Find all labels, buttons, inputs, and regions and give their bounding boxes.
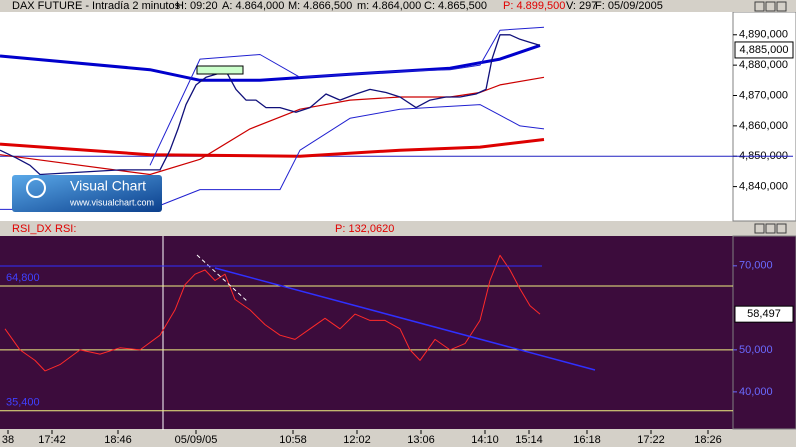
logo: Visual Chart www.visualchart.com xyxy=(12,175,162,212)
y-tick-label: 4,840,000 xyxy=(739,181,788,193)
series-line xyxy=(0,138,545,158)
rsi-header-field: P: 132,0620 xyxy=(335,223,394,235)
header-field: V: 297 xyxy=(566,0,597,12)
maximize-button[interactable] xyxy=(765,1,776,12)
header-field: P: 4.899,500 xyxy=(503,0,565,12)
rsi-panel: 40,000 50,000 70,000 64,800 35,400 58,497 xyxy=(0,254,794,412)
x-tick-label: 12:02 xyxy=(343,434,371,446)
x-tick-label: 10:58 xyxy=(279,434,307,446)
x-tick-label: 15:14 xyxy=(515,434,543,446)
x-tick-label: 38 xyxy=(2,434,14,446)
level-label: 35,400 xyxy=(6,397,40,409)
price-panel: 4,840,0004,850,0004,860,0004,870,0004,88… xyxy=(0,26,794,210)
x-tick-label: 18:26 xyxy=(694,434,722,446)
header-field: H: 09:20 xyxy=(176,0,218,12)
logo-url: www.visualchart.com xyxy=(69,197,154,207)
minimize-button[interactable] xyxy=(754,1,765,12)
highlight-box xyxy=(196,65,244,75)
last-value-label: 58,497 xyxy=(747,308,781,320)
rsi-axis-bg xyxy=(732,235,796,430)
series-line xyxy=(0,34,541,176)
x-tick-label: 18:46 xyxy=(104,434,132,446)
rsi-header-bg xyxy=(0,222,796,230)
trend-line-dashed xyxy=(196,254,249,303)
y-tick-label: 50,000 xyxy=(739,344,773,356)
y-tick-label: 40,000 xyxy=(739,386,773,398)
x-tick-label: 14:10 xyxy=(471,434,499,446)
maximize-button[interactable] xyxy=(765,223,776,234)
y-tick-label: 4,860,000 xyxy=(739,120,788,132)
last-value-box xyxy=(734,305,794,323)
x-axis-bg xyxy=(0,430,796,447)
y-tick-label: 4,870,000 xyxy=(739,89,788,101)
price-title: DAX FUTURE - Intradía 2 minutos xyxy=(12,0,181,12)
last-value-box xyxy=(734,41,794,59)
series-line xyxy=(0,76,545,176)
rsi-title: RSI_DX xyxy=(12,223,52,235)
header-field: A: 4.864,000 xyxy=(222,0,284,12)
y-tick-label: 70,000 xyxy=(739,260,773,272)
header-field: M: 4.866,500 xyxy=(288,0,352,12)
y-tick-label: 4,880,000 xyxy=(739,59,788,71)
rsi-plot-bg xyxy=(0,236,733,429)
series-line xyxy=(4,254,541,372)
x-tick-label: 16:18 xyxy=(573,434,601,446)
series-line xyxy=(0,104,545,210)
minimize-button[interactable] xyxy=(754,223,765,234)
logo-title: Visual Chart xyxy=(70,178,146,194)
x-tick-label: 17:42 xyxy=(38,434,66,446)
header-field: C: 4.865,500 xyxy=(424,0,487,12)
close-button[interactable] xyxy=(776,1,787,12)
y-tick-label: 4,890,000 xyxy=(739,29,788,41)
x-tick-label: 17:22 xyxy=(637,434,665,446)
trend-line xyxy=(214,267,596,371)
window-controls xyxy=(754,1,787,234)
header-field: m: 4.864,000 xyxy=(357,0,421,12)
logo-icon xyxy=(26,178,46,198)
x-tick-label: 13:06 xyxy=(407,434,435,446)
logo-badge xyxy=(12,175,162,212)
level-label: 64,800 xyxy=(6,272,40,284)
header-field: F: 05/09/2005 xyxy=(595,0,663,12)
price-header-bg xyxy=(0,0,796,12)
last-value-label: 4,885,000 xyxy=(740,44,789,56)
close-button[interactable] xyxy=(776,223,787,234)
series-line xyxy=(149,26,545,166)
rsi-header-field: RSI: xyxy=(55,223,76,235)
x-tick-label: 05/09/05 xyxy=(175,434,218,446)
